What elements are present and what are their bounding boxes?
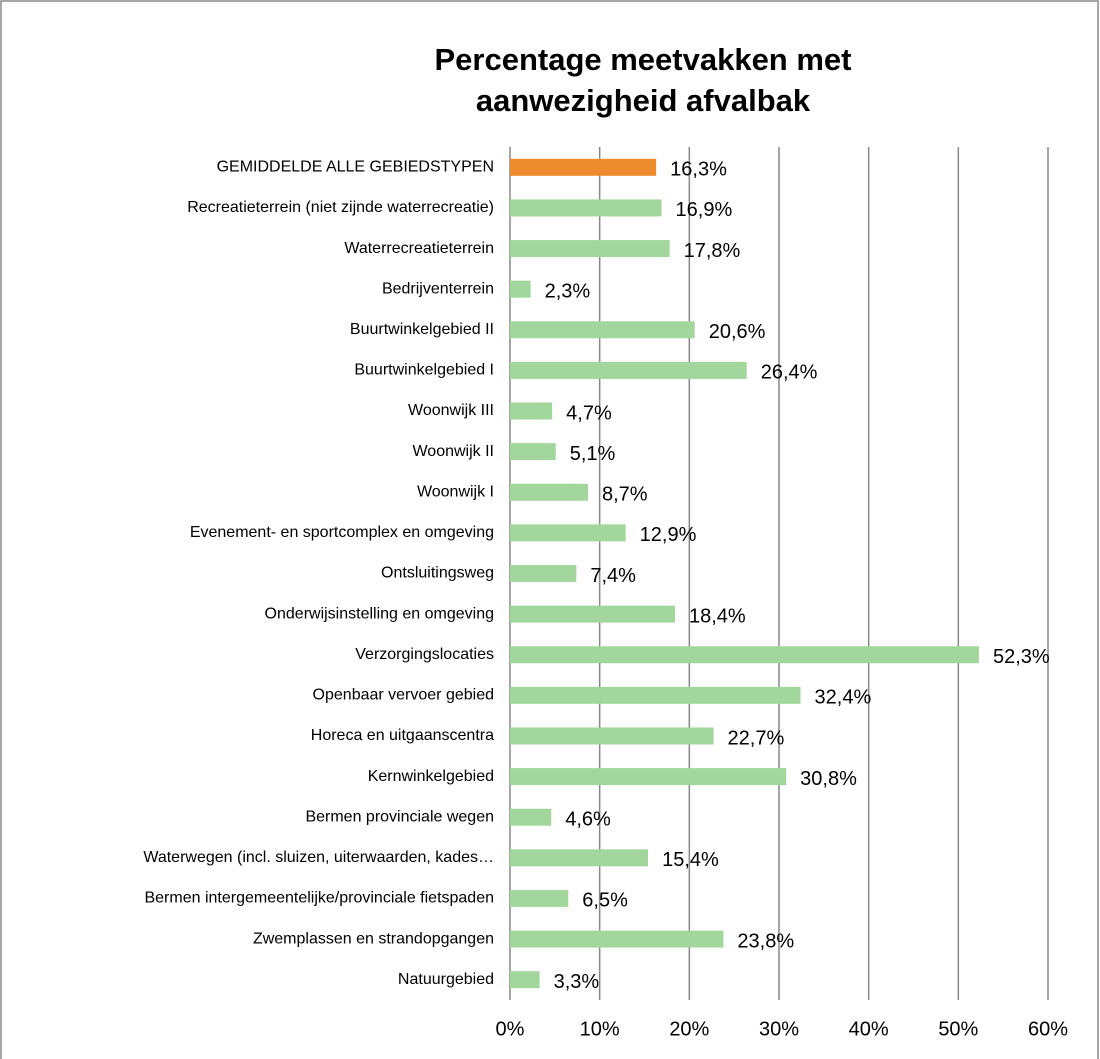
bar bbox=[510, 280, 531, 298]
data-label: 22,7% bbox=[728, 727, 785, 749]
bar bbox=[510, 524, 626, 542]
data-label: 23,8% bbox=[737, 930, 794, 952]
y-tick-label: Woonwijk III bbox=[408, 402, 494, 419]
y-tick-label: Zwemplassen en strandopgangen bbox=[253, 930, 494, 947]
bar bbox=[510, 321, 695, 339]
y-tick-label: Woonwijk I bbox=[417, 483, 494, 500]
x-tick-label: 20% bbox=[669, 1018, 709, 1040]
y-tick-label: Recreatieterrein (niet zijnde waterrecre… bbox=[187, 199, 494, 216]
bar bbox=[510, 971, 540, 989]
bar bbox=[510, 889, 569, 907]
y-tick-label: Openbaar vervoer gebied bbox=[313, 687, 494, 704]
bar bbox=[510, 361, 747, 379]
y-tick-label: Bedrijventerrein bbox=[382, 280, 494, 297]
data-label: 26,4% bbox=[761, 362, 818, 384]
chart-title: Percentage meetvakken met bbox=[434, 42, 851, 77]
bar bbox=[510, 565, 577, 582]
bar bbox=[510, 727, 714, 745]
x-tick-label: 60% bbox=[1028, 1018, 1068, 1040]
data-label: 4,7% bbox=[566, 402, 612, 424]
data-label: 16,3% bbox=[670, 159, 727, 181]
data-label: 30,8% bbox=[800, 768, 857, 790]
bar bbox=[510, 443, 556, 461]
bar bbox=[510, 808, 552, 826]
y-tick-label: Evenement- en sportcomplex en omgeving bbox=[190, 524, 494, 541]
data-label: 12,9% bbox=[640, 524, 697, 546]
data-label: 16,9% bbox=[676, 199, 733, 221]
bar bbox=[510, 930, 724, 948]
data-label: 6,5% bbox=[582, 890, 628, 912]
bar bbox=[510, 240, 670, 258]
data-label: 3,3% bbox=[554, 971, 600, 993]
data-label: 2,3% bbox=[545, 280, 591, 302]
y-tick-label: Buurtwinkelgebied II bbox=[350, 321, 494, 338]
bar bbox=[510, 483, 589, 501]
data-label: 52,3% bbox=[993, 646, 1050, 668]
bar bbox=[510, 686, 801, 704]
y-tick-label: Natuurgebied bbox=[398, 971, 494, 988]
y-tick-label: Verzorgingslocaties bbox=[355, 646, 494, 663]
data-label: 20,6% bbox=[709, 321, 766, 343]
y-tick-label: Onderwijsinstelling en omgeving bbox=[265, 605, 494, 622]
y-tick-label: Waterwegen (incl. sluizen, uiterwaarden,… bbox=[143, 849, 494, 866]
bar bbox=[510, 605, 675, 623]
data-label: 18,4% bbox=[689, 605, 746, 627]
y-tick-label: Ontsluitingsweg bbox=[381, 565, 494, 582]
bar bbox=[510, 646, 979, 664]
bar bbox=[510, 199, 662, 217]
data-label: 5,1% bbox=[570, 443, 616, 465]
y-tick-label: Waterrecreatieterrein bbox=[344, 240, 494, 257]
data-label: 17,8% bbox=[684, 240, 741, 262]
y-tick-label: Kernwinkelgebied bbox=[368, 768, 494, 785]
x-tick-label: 0% bbox=[496, 1018, 525, 1040]
bar bbox=[510, 768, 787, 786]
x-tick-label: 30% bbox=[759, 1018, 799, 1040]
data-label: 32,4% bbox=[815, 687, 872, 709]
data-label: 7,4% bbox=[590, 565, 636, 587]
data-label: 8,7% bbox=[602, 484, 648, 506]
x-tick-label: 50% bbox=[938, 1018, 978, 1040]
bar bbox=[510, 849, 649, 867]
y-tick-label: Buurtwinkelgebied I bbox=[354, 362, 494, 379]
bar bbox=[510, 158, 657, 176]
data-label: 15,4% bbox=[662, 849, 719, 871]
y-tick-label: Woonwijk II bbox=[412, 443, 494, 460]
chart-title: aanwezigheid afvalbak bbox=[476, 83, 811, 118]
y-tick-label: GEMIDDELDE ALLE GEBIEDSTYPEN bbox=[217, 159, 494, 176]
y-tick-label: Bermen provinciale wegen bbox=[305, 808, 494, 825]
data-label: 4,6% bbox=[565, 808, 611, 830]
x-tick-label: 10% bbox=[580, 1018, 620, 1040]
y-tick-label: Bermen intergemeentelijke/provinciale fi… bbox=[144, 890, 494, 907]
x-tick-label: 40% bbox=[849, 1018, 889, 1040]
bar bbox=[510, 402, 553, 420]
y-tick-label: Horeca en uitgaanscentra bbox=[311, 727, 494, 744]
